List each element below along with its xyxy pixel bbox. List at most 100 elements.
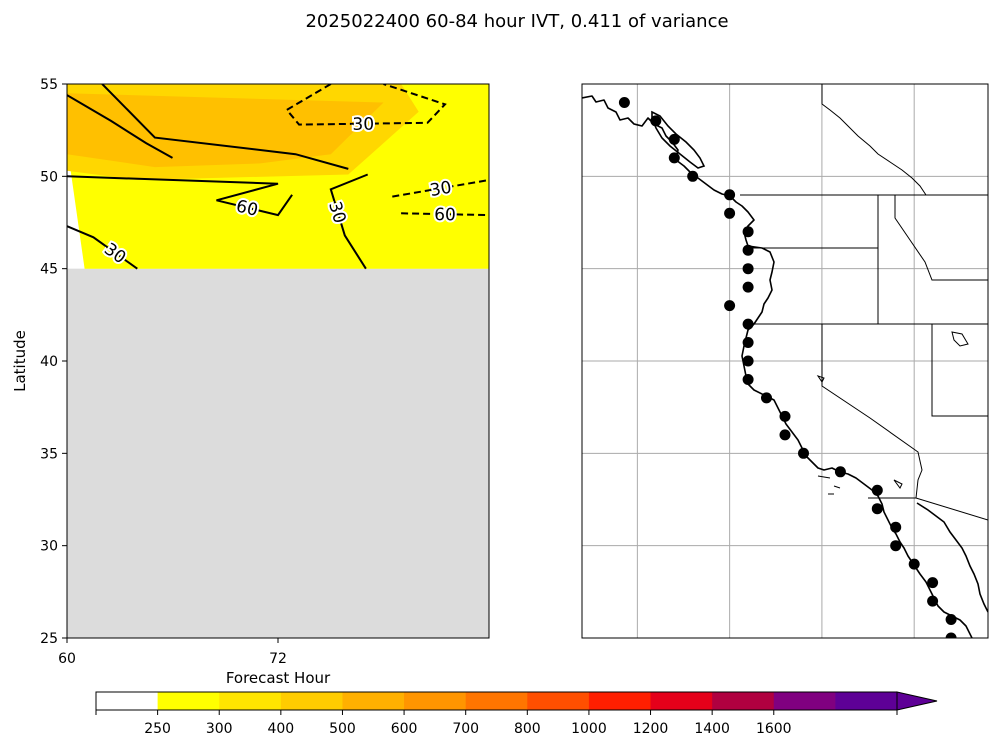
colorbar-frame bbox=[95, 691, 898, 711]
x-tick-label-72: 72 bbox=[269, 651, 287, 667]
colorbar-tick-label-1000: 1000 bbox=[571, 721, 607, 737]
contour-line-6 bbox=[101, 84, 349, 170]
station-point bbox=[742, 374, 754, 385]
contour-line-3 bbox=[67, 225, 138, 270]
station-point bbox=[927, 595, 939, 607]
missing-data-region bbox=[67, 268, 489, 638]
colorbar-segment bbox=[465, 692, 528, 710]
station-point bbox=[724, 189, 736, 201]
station-point bbox=[668, 152, 680, 164]
y-tick-label-35: 35 bbox=[40, 446, 58, 462]
colorbar-segment bbox=[157, 692, 220, 710]
y-axis-label: Latitude bbox=[11, 330, 29, 392]
colorbar-segment bbox=[96, 692, 159, 710]
border-us-mexico bbox=[868, 497, 988, 521]
station-point bbox=[742, 263, 754, 275]
colorbar-segment bbox=[219, 692, 282, 710]
station-point bbox=[742, 337, 754, 348]
contour-label-2: 60 bbox=[434, 205, 456, 225]
station-point bbox=[927, 577, 939, 589]
station-point bbox=[834, 466, 846, 478]
colorbar-tick-label-300: 300 bbox=[206, 721, 233, 737]
baja-gulf-coast bbox=[916, 502, 988, 613]
colorbar-tick-label-1600: 1600 bbox=[756, 721, 792, 737]
colorbar-segment bbox=[588, 692, 652, 710]
colorbar-segment bbox=[650, 692, 713, 710]
great-salt-lake bbox=[951, 331, 969, 347]
colorbar-tick-label-400: 400 bbox=[267, 721, 294, 737]
colorbar-tick-label-600: 600 bbox=[391, 721, 418, 737]
border-nv-ut bbox=[931, 324, 988, 417]
colorbar-tick-label-700: 700 bbox=[452, 721, 479, 737]
station-point bbox=[742, 244, 754, 256]
colorbar-tick-label-1400: 1400 bbox=[694, 721, 730, 737]
y-tick-label-50: 50 bbox=[40, 169, 58, 185]
contour-line-5 bbox=[329, 173, 369, 270]
coastline bbox=[582, 95, 973, 638]
station-point bbox=[742, 318, 754, 330]
colorbar-segment bbox=[527, 692, 590, 710]
station-point bbox=[945, 614, 957, 625]
colorbar-segment bbox=[835, 692, 898, 710]
y-tick-label-30: 30 bbox=[40, 539, 58, 555]
figure-title: 2025022400 60-84 hour IVT, 0.411 of vari… bbox=[305, 11, 728, 32]
contour-line-7 bbox=[67, 94, 173, 159]
border-ca-nv-diagonal bbox=[821, 324, 923, 499]
colorbar-segment bbox=[773, 692, 836, 710]
station-point bbox=[945, 632, 957, 638]
station-point bbox=[798, 447, 809, 459]
colorbar-tick-label-250: 250 bbox=[144, 721, 171, 737]
station-point bbox=[742, 226, 754, 238]
contour-label-1: 30 bbox=[428, 178, 453, 201]
y-tick-label-55: 55 bbox=[40, 77, 58, 93]
map-panel bbox=[581, 83, 989, 639]
station-point bbox=[890, 521, 902, 533]
contour-line-0 bbox=[285, 84, 447, 126]
y-tick-label-45: 45 bbox=[40, 262, 58, 278]
lake-tahoe bbox=[816, 375, 825, 383]
station-point bbox=[890, 540, 902, 552]
contour-line-4 bbox=[67, 175, 293, 217]
station-point bbox=[761, 392, 772, 404]
salton-sea bbox=[893, 479, 903, 489]
station-point bbox=[742, 355, 754, 367]
colorbar-tick-label-500: 500 bbox=[329, 721, 356, 737]
x-tick-label-60: 60 bbox=[58, 651, 76, 667]
colorbar-segment bbox=[342, 692, 405, 710]
station-point bbox=[724, 207, 736, 219]
border-id-mt bbox=[894, 195, 988, 281]
colorbar: 250 300 400 500 600 700 800 1000 1200 1400 1600 bbox=[95, 691, 938, 737]
colorbar-segment bbox=[712, 692, 775, 710]
map-frame bbox=[581, 83, 989, 639]
station-point bbox=[650, 115, 662, 127]
map-content bbox=[582, 84, 988, 638]
station-point bbox=[742, 281, 754, 293]
colorbar-segment bbox=[404, 692, 467, 710]
station-point bbox=[779, 410, 791, 422]
station-point bbox=[871, 503, 883, 515]
station-point bbox=[668, 133, 680, 145]
y-tick-label-40: 40 bbox=[40, 354, 58, 370]
contour-line-2 bbox=[401, 212, 489, 217]
colorbar-extend-arrow bbox=[896, 691, 938, 711]
border-wa-or bbox=[745, 247, 879, 324]
ivt-fill-level-400 bbox=[67, 93, 384, 168]
border-bc-ab bbox=[821, 84, 927, 196]
contour-line-1 bbox=[392, 179, 489, 198]
station-point bbox=[687, 170, 699, 182]
colorbar-tick-label-800: 800 bbox=[514, 721, 541, 737]
x-axis-label: Forecast Hour bbox=[226, 669, 331, 687]
station-point bbox=[908, 558, 920, 570]
y-tick-label-25: 25 bbox=[40, 631, 58, 647]
colorbar-tick-label-1200: 1200 bbox=[633, 721, 669, 737]
colorbar-segment bbox=[280, 692, 343, 710]
vancouver-island bbox=[651, 110, 706, 169]
station-point bbox=[618, 97, 630, 108]
station-point bbox=[871, 484, 883, 496]
station-point bbox=[779, 429, 791, 441]
station-point bbox=[724, 300, 736, 312]
station-points bbox=[618, 97, 957, 638]
channel-islands bbox=[817, 475, 841, 495]
